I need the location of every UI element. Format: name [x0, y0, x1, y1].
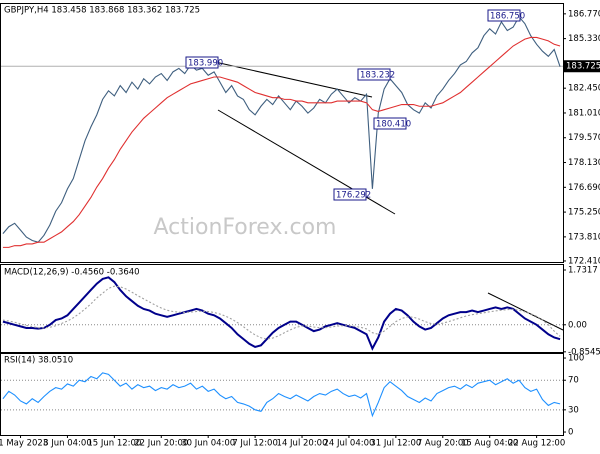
series-line [2, 276, 561, 351]
y-tick-label: 175.250 [568, 208, 600, 218]
y-tick-label: 1.7317 [568, 266, 598, 276]
x-tick-label: 8 Jun 04:00 [43, 439, 92, 449]
series-line [2, 372, 561, 418]
annotation-box [185, 56, 219, 69]
x-tick-label: 31 May 2023 [0, 439, 48, 449]
series-line [2, 36, 561, 248]
x-tick-label: 24 Jul 04:00 [323, 439, 374, 449]
y-tick-label: 100 [568, 354, 584, 364]
annotation: 183.990 [188, 59, 223, 69]
price-label-box [564, 60, 600, 73]
y-tick-label: 70 [568, 376, 579, 386]
x-tick-label: 22 Jun 20:00 [134, 439, 188, 449]
x-tick-label: 15 Jun 12:00 [87, 439, 141, 449]
x-tick-label: 14 Jul 20:00 [277, 439, 328, 449]
y-tick-label: 178.130 [568, 158, 600, 168]
series-line [2, 15, 561, 243]
annotation-box [487, 9, 521, 22]
y-tick-label: 0 [568, 428, 573, 438]
y-tick-label: 176.690 [568, 183, 600, 193]
panel-title: RSI(14) 38.0510 [4, 356, 73, 366]
price-panel [0, 3, 564, 263]
trend-line [214, 61, 373, 98]
rsi-panel [0, 353, 564, 436]
price-label: 183.725 [566, 62, 600, 72]
y-tick-label: 172.410 [568, 256, 600, 266]
y-tick-label: 173.810 [568, 232, 600, 242]
annotation: 186.750 [490, 12, 525, 22]
y-tick-label: 185.330 [568, 34, 600, 44]
y-tick-label: 30 [568, 405, 579, 415]
annotation: 180.410 [376, 120, 411, 130]
panel-title: MACD(12,26,9) -0.4560 -0.3640 [4, 268, 140, 278]
macd-panel [0, 264, 564, 353]
annotation-box [357, 68, 391, 81]
x-tick-label: 31 Jul 12:00 [370, 439, 421, 449]
x-tick-label: 30 Jun 04:00 [181, 439, 235, 449]
y-tick-label: 181.010 [568, 108, 600, 118]
panel-title: GBPJPY,H4 183.458 183.868 183.362 183.72… [4, 6, 200, 16]
watermark: ActionForex.com [154, 215, 337, 240]
annotation-box [333, 188, 367, 201]
trend-line [487, 292, 564, 331]
y-tick-label: 186.770 [568, 9, 600, 19]
y-tick-label: -0.8545 [568, 347, 600, 357]
x-tick-label: 7 Aug 20:00 [417, 439, 469, 449]
y-tick-label: 0.00 [568, 320, 587, 330]
x-tick-label: 7 Jul 12:00 [232, 439, 278, 449]
annotation: 176.292 [336, 191, 371, 201]
x-tick-label: 15 Aug 04:00 [461, 439, 518, 449]
y-tick-label: 179.570 [568, 133, 600, 143]
x-tick-label: 22 Aug 12:00 [508, 439, 565, 449]
annotation-box [373, 117, 407, 130]
annotation: 183.232 [360, 71, 395, 81]
y-tick-label: 182.450 [568, 84, 600, 94]
